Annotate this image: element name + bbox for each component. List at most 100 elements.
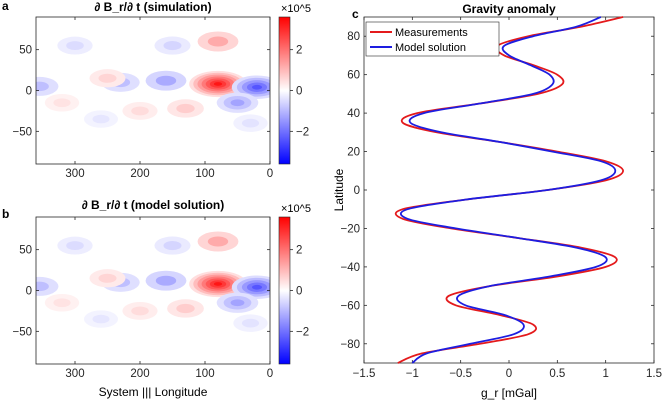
x-tick-label: 1.5 <box>646 368 662 380</box>
anomaly-contour <box>251 84 263 90</box>
anomaly-blob-0 <box>189 70 247 98</box>
panel-c-legend: Measurements Model solution <box>365 21 500 57</box>
legend-label-measurements: Measurements <box>395 27 468 39</box>
anomaly-contour <box>163 241 182 251</box>
anomaly-contour <box>53 98 71 108</box>
y-tick-label: −20 <box>340 223 360 235</box>
anomaly-blob-7 <box>154 36 191 55</box>
y-tick-label: 0 <box>26 86 32 98</box>
anomaly-blob-7 <box>154 236 191 255</box>
x-tick-label: 300 <box>65 368 84 380</box>
colorbar-tick-label: 2 <box>296 45 302 57</box>
anomaly-contour <box>176 303 195 314</box>
panel-b-colorbar <box>278 216 291 365</box>
anomaly-blob-13 <box>44 93 80 112</box>
anomaly-contour <box>230 99 245 107</box>
y-tick-label: 20 <box>347 147 360 159</box>
anomaly-contour <box>241 118 260 128</box>
anomaly-blob-12 <box>233 114 268 132</box>
anomaly-contour <box>230 299 245 307</box>
panel-b-xlabel: System ||| Longitude <box>99 385 208 399</box>
anomaly-contour <box>98 273 117 283</box>
anomaly-contour <box>213 282 223 286</box>
anomaly-blob-5 <box>216 92 259 113</box>
anomaly-blob-2 <box>145 270 187 291</box>
y-tick-label: 0 <box>26 286 32 298</box>
x-tick-label: 0.5 <box>549 368 565 380</box>
anomaly-contour <box>213 82 223 86</box>
anomaly-contour <box>241 318 260 328</box>
x-tick-label: −1.5 <box>353 368 376 380</box>
anomaly-contour <box>131 106 149 116</box>
anomaly-contour <box>98 73 117 83</box>
panel-c-frame <box>363 16 655 364</box>
x-tick-label: 200 <box>130 368 149 380</box>
y-tick-label: −40 <box>340 262 360 274</box>
y-tick-label: 50 <box>19 245 32 257</box>
anomaly-contour <box>155 75 177 86</box>
anomaly-contour <box>53 298 71 308</box>
panel-c: c Gravity anomaly −1.5 −1 −0.5 0 0.5 1 1.5 80 60… <box>332 2 662 400</box>
panel-c-series <box>394 16 625 364</box>
colorbar-tick-label: −2 <box>296 326 309 338</box>
y-tick-label: 0 <box>354 185 360 197</box>
anomaly-blob-11 <box>122 302 158 320</box>
anomaly-contour <box>251 284 263 290</box>
anomaly-blob-10 <box>89 269 126 288</box>
anomaly-contour <box>207 236 229 247</box>
panel-b-map <box>36 231 270 332</box>
panel-c-xlabel: g_r [mGal] <box>481 386 537 400</box>
anomaly-contour <box>66 41 84 51</box>
panel-c-title: Gravity anomaly <box>462 2 556 16</box>
x-tick-label: 0 <box>506 368 512 380</box>
x-tick-label: 100 <box>195 368 214 380</box>
legend-label-model-solution: Model solution <box>395 42 466 54</box>
x-tick-label: −1 <box>406 368 419 380</box>
x-tick-label: 100 <box>195 168 214 180</box>
series-line-model-solution <box>399 16 617 364</box>
anomaly-contour <box>36 81 49 92</box>
anomaly-blob-12 <box>233 314 268 332</box>
colorbar-tick-label: 0 <box>296 86 302 98</box>
panel-c-axes: −1.5 −1 −0.5 0 0.5 1 1.5 80 60 40 20 0 −20 −40 −60 −80 <box>340 17 662 380</box>
panel-b-colorbar-ticks: 2 0 −2 <box>290 245 309 338</box>
anomaly-blob-14 <box>84 110 118 128</box>
anomaly-blob-14 <box>84 310 118 328</box>
anomaly-blob-5 <box>216 292 259 313</box>
colorbar-tick-label: 2 <box>296 245 302 257</box>
x-tick-label: 0 <box>267 168 273 180</box>
panel-b-label: b <box>2 207 9 221</box>
y-tick-label: −80 <box>340 339 360 351</box>
panel-c-ylabel: Latitude <box>332 168 346 211</box>
anomaly-contour <box>66 241 84 251</box>
panel-a-colorbar <box>278 16 291 165</box>
panel-a-colorbar-ticks: 2 0 −2 <box>290 45 309 138</box>
panel-b-title: ∂ B_r/∂ t (model solution) <box>82 198 225 212</box>
y-tick-label: 60 <box>347 70 360 82</box>
panel-a-map <box>36 31 270 132</box>
anomaly-contour <box>131 306 149 316</box>
anomaly-blob-6 <box>167 299 204 318</box>
y-tick-label: 40 <box>347 108 360 120</box>
anomaly-blob-8 <box>57 236 93 255</box>
x-tick-label: 1 <box>602 368 608 380</box>
y-tick-label: 50 <box>19 45 32 57</box>
x-tick-label: 200 <box>130 168 149 180</box>
anomaly-blob-4 <box>197 231 239 252</box>
panel-b-colorbar-exponent: ×10^5 <box>281 203 311 215</box>
anomaly-blob-9 <box>36 76 59 96</box>
legend-box <box>365 21 500 57</box>
anomaly-blob-6 <box>167 99 204 118</box>
anomaly-contour <box>176 103 195 114</box>
y-tick-label: 80 <box>347 31 360 43</box>
x-tick-label: −0.5 <box>449 368 472 380</box>
anomaly-blob-10 <box>89 69 126 88</box>
anomaly-contour <box>155 275 177 286</box>
colorbar-tick-label: 0 <box>296 286 302 298</box>
y-tick-label: −60 <box>340 300 360 312</box>
panel-b-axes: 300 200 100 0 50 0 −50 <box>12 217 273 380</box>
anomaly-contour <box>92 314 110 324</box>
panel-c-label: c <box>352 7 359 21</box>
anomaly-blob-0 <box>189 270 247 298</box>
